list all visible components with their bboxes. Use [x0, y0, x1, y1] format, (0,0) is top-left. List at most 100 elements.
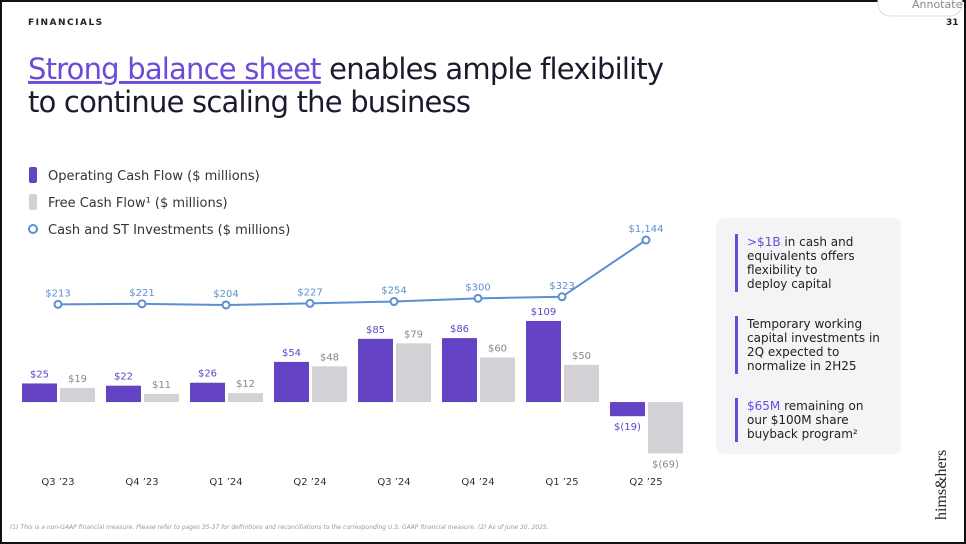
note-line: flexibility to: [747, 263, 817, 277]
line-label: $204: [213, 289, 238, 300]
bar: [312, 366, 347, 403]
line-label: $300: [465, 282, 490, 293]
section-label: FINANCIALS: [28, 18, 104, 28]
line-label: $221: [129, 288, 154, 299]
bar-label: $(69): [652, 459, 679, 470]
note-line: equivalents offers: [747, 249, 855, 263]
line-point: [473, 293, 483, 303]
line-label: $213: [45, 288, 70, 299]
note-accent: [735, 234, 738, 292]
bar: [228, 393, 263, 403]
title-rest: enables ample flexibility: [321, 52, 664, 86]
note-line: our $100M share: [747, 413, 849, 427]
note-text: deploy capital: [747, 277, 832, 291]
x-tick-label: Q3 ’24: [377, 477, 410, 488]
line-point: [389, 297, 399, 307]
line-point: [305, 298, 315, 308]
note-line: Temporary working: [746, 317, 862, 331]
x-tick-label: Q2 ’25: [629, 477, 662, 488]
note-text: buyback program²: [747, 427, 858, 441]
x-tick-label: Q2 ’24: [293, 477, 326, 488]
footnote: (1) This is a non-GAAP financial measure…: [10, 524, 549, 531]
bar-label: $85: [366, 325, 385, 336]
note-line: capital investments in: [747, 331, 880, 345]
bar: [442, 338, 477, 403]
bar-label: $60: [488, 343, 507, 354]
note-line: normalize in 2H25: [747, 359, 857, 373]
legend-swatch: [29, 167, 37, 183]
notes-panel: [716, 218, 901, 454]
x-tick-label: Q1 ’25: [545, 477, 578, 488]
note-line: deploy capital: [747, 277, 832, 291]
x-tick-label: Q4 ’23: [125, 477, 158, 488]
logo: hims&hers: [933, 450, 950, 520]
legend-label: Operating Cash Flow ($ millions): [48, 169, 260, 184]
bar: [648, 402, 683, 454]
line-label: $227: [297, 287, 322, 298]
note-text: equivalents offers: [747, 249, 855, 263]
note-highlight: >$1B: [747, 235, 781, 249]
note-accent: [735, 316, 738, 374]
bar: [144, 393, 179, 403]
note-text: 2Q expected to: [747, 345, 839, 359]
note-text: capital investments in: [747, 331, 880, 345]
line-point: [557, 292, 567, 302]
line-label: $254: [381, 286, 406, 297]
line-point: [53, 299, 63, 309]
bar: [106, 385, 141, 403]
bar-label: $54: [282, 348, 301, 359]
bar: [190, 382, 225, 403]
note-line: $65M remaining on: [747, 399, 863, 413]
bar: [396, 343, 431, 403]
bar: [358, 338, 393, 403]
legend-label: Cash and ST Investments ($ millions): [48, 223, 290, 238]
annotate-label[interactable]: Annotate: [912, 0, 963, 11]
title-highlight: Strong balance sheet: [28, 52, 321, 86]
bar-label: $19: [68, 374, 87, 385]
title-line2: to continue scaling the business: [28, 85, 470, 119]
bar: [22, 383, 57, 403]
bar-label: $22: [114, 372, 133, 383]
note-line: buyback program²: [747, 427, 858, 441]
bar: [274, 361, 309, 403]
title-line1: Strong balance sheet enables ample flexi…: [28, 52, 664, 86]
note-text: our $100M share: [747, 413, 849, 427]
x-tick-label: Q4 ’24: [461, 477, 494, 488]
bar-label: $86: [450, 324, 469, 335]
bar: [610, 402, 645, 417]
note-accent: [735, 398, 738, 442]
legend-swatch: [29, 194, 37, 210]
bar-label: $25: [30, 369, 49, 380]
note-line: 2Q expected to: [747, 345, 839, 359]
note-line: >$1B in cash and: [747, 235, 853, 249]
legend-label: Free Cash Flow¹ ($ millions): [48, 196, 228, 211]
line: [57, 239, 647, 306]
line-point: [221, 300, 231, 310]
bar-label: $11: [152, 380, 171, 391]
line-label: $1,144: [629, 224, 664, 235]
line-point: [641, 235, 651, 245]
x-tick-label: Q3 ’23: [41, 477, 74, 488]
note-text: flexibility to: [747, 263, 817, 277]
note-text: Temporary working: [746, 317, 862, 331]
bar-label: $48: [320, 352, 339, 363]
bar: [526, 320, 561, 403]
bar-label: $79: [404, 329, 423, 340]
line-label: $323: [549, 281, 574, 292]
note-text: normalize in 2H25: [747, 359, 857, 373]
note-highlight: $65M: [747, 399, 780, 413]
bar-label: $50: [572, 351, 591, 362]
bar: [480, 357, 515, 403]
bar: [564, 364, 599, 403]
bar: [60, 387, 95, 403]
bar-label: $12: [236, 379, 255, 390]
page-number: 31: [946, 18, 959, 28]
bar-label: $(19): [614, 422, 641, 433]
bar-label: $26: [198, 369, 217, 380]
line-point: [137, 299, 147, 309]
legend-marker: [28, 224, 38, 234]
note-text: in cash and: [781, 235, 854, 249]
x-tick-label: Q1 ’24: [209, 477, 242, 488]
annotate-button[interactable]: [877, 0, 963, 17]
